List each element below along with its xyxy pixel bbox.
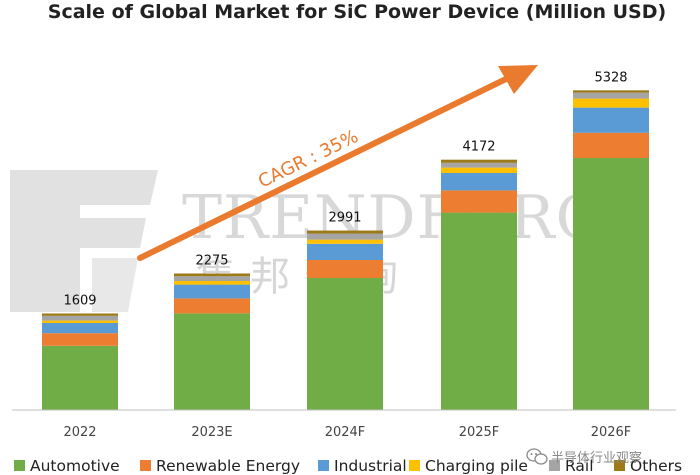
bar-2024F-renewable-energy — [307, 260, 383, 278]
source-badge-text: 半导体行业观察 — [551, 451, 642, 466]
legend-swatch-rail — [549, 460, 560, 471]
watermark-brand: TRENDFORCE — [182, 183, 647, 253]
bar-2025F-renewable-energy — [441, 190, 517, 213]
bar-2025F-rail — [441, 162, 517, 168]
bar-2023E-charging-pile — [174, 281, 250, 285]
cagr-arrow-head — [498, 65, 538, 94]
legend-label-industrial: Industrial — [334, 457, 407, 475]
total-label-2026F: 5328 — [594, 70, 627, 85]
bar-2022-rail — [42, 315, 118, 321]
bar-2024F-others — [307, 230, 383, 234]
logo-shape — [10, 170, 158, 312]
total-label-2023E: 2275 — [195, 254, 228, 269]
bar-2025F-industrial — [441, 173, 517, 191]
bar-2023E-others — [174, 273, 250, 277]
legend-swatch-others — [614, 460, 625, 471]
x-tick-2023E: 2023E — [191, 425, 232, 440]
bar-2022-automotive — [42, 345, 118, 410]
bar-2025F-others — [441, 159, 517, 163]
bars-group — [42, 90, 649, 410]
bar-2022-charging-pile — [42, 320, 118, 323]
bar-2024F-industrial — [307, 243, 383, 260]
x-tick-2022: 2022 — [63, 425, 96, 440]
cagr-arrow — [137, 65, 538, 261]
legend-label-charging-pile: Charging pile — [425, 457, 528, 475]
legend-swatch-automotive — [14, 460, 25, 471]
bar-2025F-charging-pile — [441, 167, 517, 173]
bar-2026F-renewable-energy — [573, 132, 649, 158]
bar-2026F-charging-pile — [573, 98, 649, 108]
legend-label-rail: Rail — [565, 457, 594, 475]
bar-2026F-automotive — [573, 158, 649, 410]
bar-2026F-rail — [573, 92, 649, 99]
bar-2022-others — [42, 313, 118, 316]
bar-2026F-others — [573, 90, 649, 93]
legend-swatch-charging-pile — [409, 460, 420, 471]
bar-2025F-automotive — [441, 212, 517, 410]
cagr-arrow-line — [137, 75, 511, 261]
total-label-2022: 1609 — [63, 293, 96, 308]
bar-2022-industrial — [42, 323, 118, 334]
bar-2024F-rail — [307, 233, 383, 240]
x-tick-2024F: 2024F — [325, 425, 366, 440]
x-tick-2025F: 2025F — [459, 425, 500, 440]
bar-2023E-rail — [174, 276, 250, 281]
legend: Automotive Renewable Energy Industrial Char… — [14, 457, 682, 475]
bar-2023E-renewable-energy — [174, 298, 250, 314]
legend-label-others: Others — [630, 457, 682, 475]
x-tick-labels-group: 2022 2023E 2024F 2025F 2026F — [63, 425, 631, 440]
total-labels-group: 1609 2275 2991 4172 5328 — [63, 70, 627, 308]
x-tick-2026F: 2026F — [591, 425, 632, 440]
wechat-icon — [526, 448, 548, 465]
total-label-2024F: 2991 — [328, 211, 361, 226]
legend-swatch-renewable-energy — [140, 460, 151, 471]
bar-2023E-industrial — [174, 284, 250, 299]
bar-2023E-automotive — [174, 313, 250, 410]
legend-label-renewable-energy: Renewable Energy — [156, 457, 300, 475]
bar-2024F-automotive — [307, 278, 383, 410]
total-label-2025F: 4172 — [462, 140, 495, 155]
bar-2026F-industrial — [573, 107, 649, 133]
chart-title: Scale of Global Market for SiC Power Dev… — [48, 1, 666, 23]
bar-2022-renewable-energy — [42, 333, 118, 346]
trendforce-logo-watermark — [10, 170, 158, 312]
legend-swatch-industrial — [318, 460, 329, 471]
bar-2024F-charging-pile — [307, 239, 383, 244]
legend-label-automotive: Automotive — [30, 457, 120, 475]
logo-inner-shape — [92, 258, 138, 312]
source-badge: 半导体行业观察 — [526, 448, 642, 466]
